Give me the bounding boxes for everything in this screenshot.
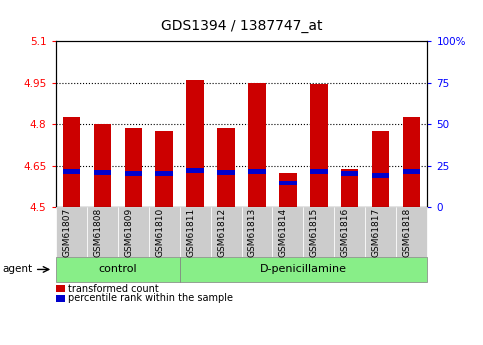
Bar xyxy=(56,295,65,302)
Text: GDS1394 / 1387747_at: GDS1394 / 1387747_at xyxy=(161,19,322,33)
Bar xyxy=(341,169,358,207)
Text: D-penicillamine: D-penicillamine xyxy=(260,265,347,274)
Bar xyxy=(180,207,211,257)
Bar xyxy=(397,207,427,257)
Bar xyxy=(366,207,397,257)
Bar xyxy=(372,173,389,178)
Bar xyxy=(341,171,358,176)
Text: GSM61816: GSM61816 xyxy=(341,207,350,257)
Bar xyxy=(125,128,142,207)
Bar xyxy=(242,207,272,257)
Text: GSM61815: GSM61815 xyxy=(310,207,319,257)
Text: GSM61813: GSM61813 xyxy=(248,207,257,257)
Text: GSM61812: GSM61812 xyxy=(217,207,226,257)
Bar xyxy=(248,169,266,174)
Text: control: control xyxy=(98,265,137,274)
Bar xyxy=(56,285,65,292)
Bar xyxy=(149,207,180,257)
Bar xyxy=(117,207,149,257)
Bar xyxy=(125,170,142,176)
Text: GSM61811: GSM61811 xyxy=(186,207,195,257)
Bar xyxy=(311,169,327,174)
Bar xyxy=(217,128,235,207)
Bar xyxy=(94,170,111,175)
Bar xyxy=(94,124,111,207)
Text: transformed count: transformed count xyxy=(68,284,158,294)
Bar xyxy=(303,207,334,257)
Bar xyxy=(180,257,427,282)
Text: percentile rank within the sample: percentile rank within the sample xyxy=(68,294,233,303)
Bar xyxy=(280,173,297,207)
Text: GSM61808: GSM61808 xyxy=(93,207,102,257)
Bar xyxy=(156,131,172,207)
Bar xyxy=(156,171,172,176)
Bar xyxy=(403,169,421,174)
Bar xyxy=(311,83,327,207)
Bar xyxy=(211,207,242,257)
Bar xyxy=(56,257,180,282)
Text: GSM61814: GSM61814 xyxy=(279,207,288,257)
Text: GSM61809: GSM61809 xyxy=(124,207,133,257)
Text: agent: agent xyxy=(2,265,32,274)
Bar xyxy=(56,207,86,257)
Bar xyxy=(62,117,80,207)
Bar xyxy=(217,170,235,175)
Bar xyxy=(403,117,421,207)
Bar xyxy=(62,169,80,174)
Text: GSM61810: GSM61810 xyxy=(155,207,164,257)
Bar xyxy=(186,80,203,207)
Text: GSM61807: GSM61807 xyxy=(62,207,71,257)
Bar xyxy=(86,207,117,257)
Bar xyxy=(272,207,303,257)
Bar xyxy=(186,168,203,173)
Text: GSM61817: GSM61817 xyxy=(372,207,381,257)
Bar xyxy=(334,207,366,257)
Bar xyxy=(372,131,389,207)
Bar xyxy=(248,83,266,207)
Bar xyxy=(280,180,297,186)
Text: GSM61818: GSM61818 xyxy=(403,207,412,257)
